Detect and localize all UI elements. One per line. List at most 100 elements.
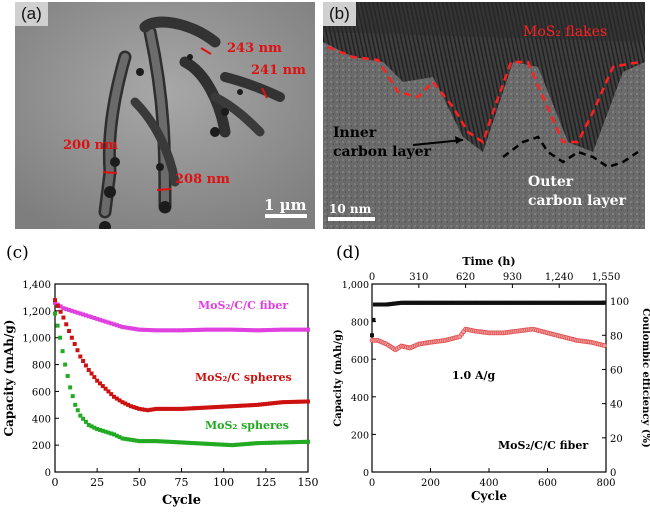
x-tick-label: 150 (298, 476, 319, 489)
data-point (209, 327, 214, 332)
data-point (293, 399, 298, 404)
data-point (293, 440, 298, 445)
y-tick-label: 1,000 (342, 280, 369, 291)
data-point (306, 327, 310, 332)
data-point (275, 440, 280, 445)
data-point (159, 328, 164, 333)
data-point (53, 311, 57, 316)
data-point (225, 404, 230, 409)
data-point (197, 327, 202, 332)
data-point (207, 405, 212, 410)
panel-label-a: (a) (15, 2, 48, 26)
data-point (164, 439, 169, 444)
data-point (120, 400, 125, 405)
legend-csphere: MoS₂/C spheres (195, 371, 292, 384)
data-point (262, 402, 267, 407)
y-tick-label: 800 (351, 318, 369, 329)
data-point (270, 440, 275, 445)
data-point (103, 429, 108, 434)
data-point (86, 423, 91, 427)
data-point (128, 437, 133, 442)
data-point (227, 404, 232, 409)
data-point (83, 313, 88, 318)
scale-bar-label-b: 10 nm (329, 202, 372, 216)
data-point (117, 398, 122, 403)
data-point (303, 327, 308, 332)
data-point (247, 403, 252, 408)
annotation-208nm: 208 nm (175, 172, 230, 187)
data-point (169, 439, 174, 444)
data-point (75, 348, 80, 353)
data-point (222, 404, 227, 409)
data-point (288, 399, 293, 404)
data-point (209, 442, 214, 447)
data-point (257, 328, 262, 333)
x-tick-label: 100 (213, 476, 234, 489)
data-point (55, 303, 60, 308)
data-point (97, 381, 102, 386)
data-point (295, 399, 300, 404)
data-point (122, 325, 127, 330)
data-point (219, 404, 224, 409)
data-point (214, 442, 219, 447)
data-point (242, 442, 247, 447)
data-point (214, 327, 219, 332)
data-point (112, 322, 117, 327)
x-tick-label: 125 (255, 476, 276, 489)
data-point (75, 310, 80, 315)
chart-c: (c) 0 25 50 75 100 125 150 0 200 400 600 800 1,000 1,… (2, 243, 319, 508)
data-point (290, 440, 295, 445)
data-point (166, 406, 171, 411)
data-point (192, 406, 197, 411)
data-point (156, 406, 161, 411)
x-axis-label: Cycle (471, 489, 507, 503)
data-point (161, 439, 166, 444)
data-point (602, 300, 607, 305)
y2-tick-label: 0 (610, 468, 616, 479)
series-1 (370, 300, 607, 338)
data-point (144, 439, 149, 444)
data-point (192, 327, 197, 332)
data-point (250, 328, 255, 333)
tem-image: 243 nm 241 nm 200 nm 208 nm 1 µm (15, 2, 315, 229)
data-point (126, 402, 131, 407)
data-point (189, 328, 194, 333)
data-point (131, 438, 136, 443)
y-axis-label: Capacity (mAh/g) (333, 329, 344, 426)
data-point (250, 403, 255, 408)
data-point (199, 441, 204, 446)
data-point (100, 384, 105, 389)
x-tick-label: 400 (479, 478, 498, 489)
inner-carbon-label-2: carbon layer (333, 144, 432, 160)
data-point (252, 441, 257, 446)
data-point (55, 323, 60, 328)
data-point (240, 442, 245, 447)
data-point (212, 405, 217, 410)
data-point (204, 327, 209, 332)
data-point (140, 407, 145, 412)
data-point (225, 327, 230, 332)
data-point (179, 328, 184, 333)
x-tick-label: 800 (596, 478, 615, 489)
data-point (95, 378, 100, 383)
data-point (73, 402, 78, 407)
data-point (262, 440, 267, 445)
data-point (69, 335, 74, 340)
data-point (53, 298, 57, 303)
x-tick-label: 0 (52, 476, 59, 489)
data-point (169, 328, 174, 333)
data-point (187, 406, 192, 411)
data-point (176, 440, 181, 445)
y2-tick-label: 80 (610, 331, 623, 342)
top-x-tick-label: 310 (409, 272, 428, 283)
annotation-200nm: 200 nm (63, 138, 118, 153)
data-point (225, 442, 230, 447)
data-point (149, 328, 154, 333)
y-tick-label: 600 (32, 387, 51, 398)
data-point (280, 327, 285, 332)
data-point (232, 442, 237, 447)
x-tick-label: 50 (132, 476, 146, 489)
data-point (142, 327, 147, 332)
data-point (106, 389, 111, 394)
data-point (137, 439, 142, 444)
